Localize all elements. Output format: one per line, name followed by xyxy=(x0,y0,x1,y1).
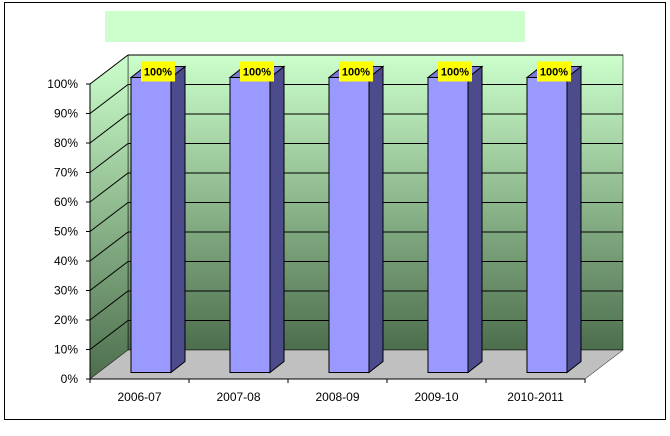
data-label: 100% xyxy=(540,67,568,79)
bar xyxy=(526,77,568,373)
gridline-side xyxy=(89,320,129,350)
x-tick-label: 2006-07 xyxy=(117,390,161,404)
data-label-box xyxy=(339,61,373,82)
data-label-box xyxy=(240,61,274,82)
gridline-side xyxy=(89,231,129,262)
y-tick-label: 60% xyxy=(54,195,78,209)
bar-side xyxy=(269,65,285,374)
bar xyxy=(427,77,469,373)
bar-side xyxy=(170,65,186,374)
data-labels: 100% 100% 100% 100% 100% xyxy=(141,61,571,82)
bar xyxy=(229,77,271,373)
data-label-box xyxy=(141,61,175,82)
y-tick-label: 70% xyxy=(54,166,78,180)
bar-side xyxy=(566,65,582,374)
data-label: 100% xyxy=(342,67,370,79)
bar-side xyxy=(368,65,384,374)
bar-side xyxy=(467,65,483,374)
axes xyxy=(86,83,586,383)
y-tick-label: 90% xyxy=(54,107,78,121)
data-label-box xyxy=(438,61,472,82)
gridline-side xyxy=(89,202,129,232)
y-tick-label: 20% xyxy=(54,313,78,327)
y-tick-label: 10% xyxy=(54,343,78,357)
y-tick-label: 100% xyxy=(47,77,78,91)
data-label-box xyxy=(537,61,571,82)
y-tick-label: 80% xyxy=(54,136,78,150)
y-tick-label: 40% xyxy=(54,254,78,268)
chart-title-box xyxy=(105,11,525,42)
gridline-side xyxy=(89,172,129,203)
gridline-side xyxy=(89,290,129,321)
data-label: 100% xyxy=(144,67,172,79)
bar xyxy=(328,77,370,373)
y-tick-label: 50% xyxy=(54,225,78,239)
y-tick-label: 0% xyxy=(61,372,79,386)
bar xyxy=(130,77,172,373)
x-tick-label: 2008-09 xyxy=(315,390,359,404)
y-tick-label: 30% xyxy=(54,284,78,298)
x-tick-label: 2009-10 xyxy=(414,390,458,404)
data-label: 100% xyxy=(441,67,469,79)
x-tick-label: 2007-08 xyxy=(216,390,260,404)
x-tick-label: 2010-2011 xyxy=(507,390,564,404)
data-label: 100% xyxy=(243,67,271,79)
tick-labels: 0% 10% 20% 30% 40% 50% 60% 70% 80% 90% 100% 2006-07… xyxy=(47,77,564,404)
gridline-side xyxy=(89,261,129,291)
gridline-side xyxy=(89,113,129,144)
gridline-side xyxy=(89,84,129,114)
gridline-side xyxy=(89,143,129,173)
gridline-side xyxy=(89,54,129,85)
